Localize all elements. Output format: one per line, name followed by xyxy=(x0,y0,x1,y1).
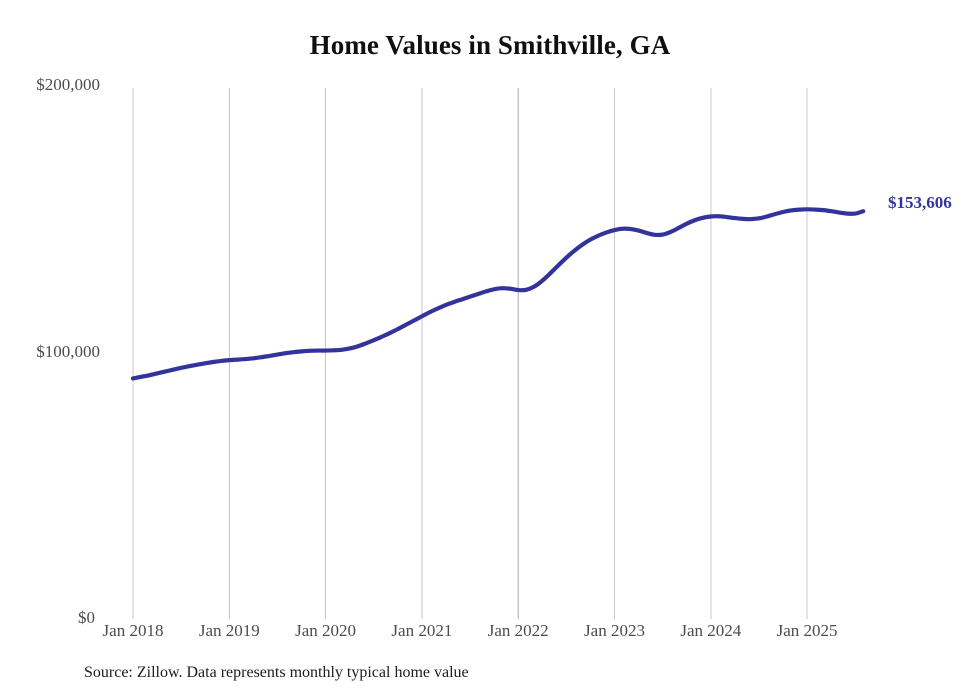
source-note: Source: Zillow. Data represents monthly … xyxy=(84,664,469,681)
x-axis-tick-label-jan-2019: Jan 2019 xyxy=(198,621,260,640)
y-axis-tick-label-0: $0 xyxy=(78,608,95,627)
x-axis-tick-label-jan-2018: Jan 2018 xyxy=(102,621,164,640)
gridlines-group xyxy=(132,88,808,619)
x-axis-tick-label-jan-2020: Jan 2020 xyxy=(295,621,357,640)
x-axis-tick-label-jan-2022: Jan 2022 xyxy=(487,621,549,640)
y-axis-tick-label-200000: $200,000 xyxy=(36,75,100,94)
x-axis-tick-label-jan-2025: Jan 2025 xyxy=(776,621,838,640)
y-axis-tick-label-100000: $100,000 xyxy=(36,342,100,361)
x-axis-tick-label-jan-2024: Jan 2024 xyxy=(680,621,742,640)
x-axis-tick-label-jan-2023: Jan 2023 xyxy=(584,621,645,640)
home-value-line-series xyxy=(130,207,866,381)
x-axis-tick-label-jan-2021: Jan 2021 xyxy=(391,621,453,640)
chart-title: Home Values in Smithville, GA xyxy=(309,30,671,60)
end-value-annotation: $153,606 xyxy=(888,193,952,212)
